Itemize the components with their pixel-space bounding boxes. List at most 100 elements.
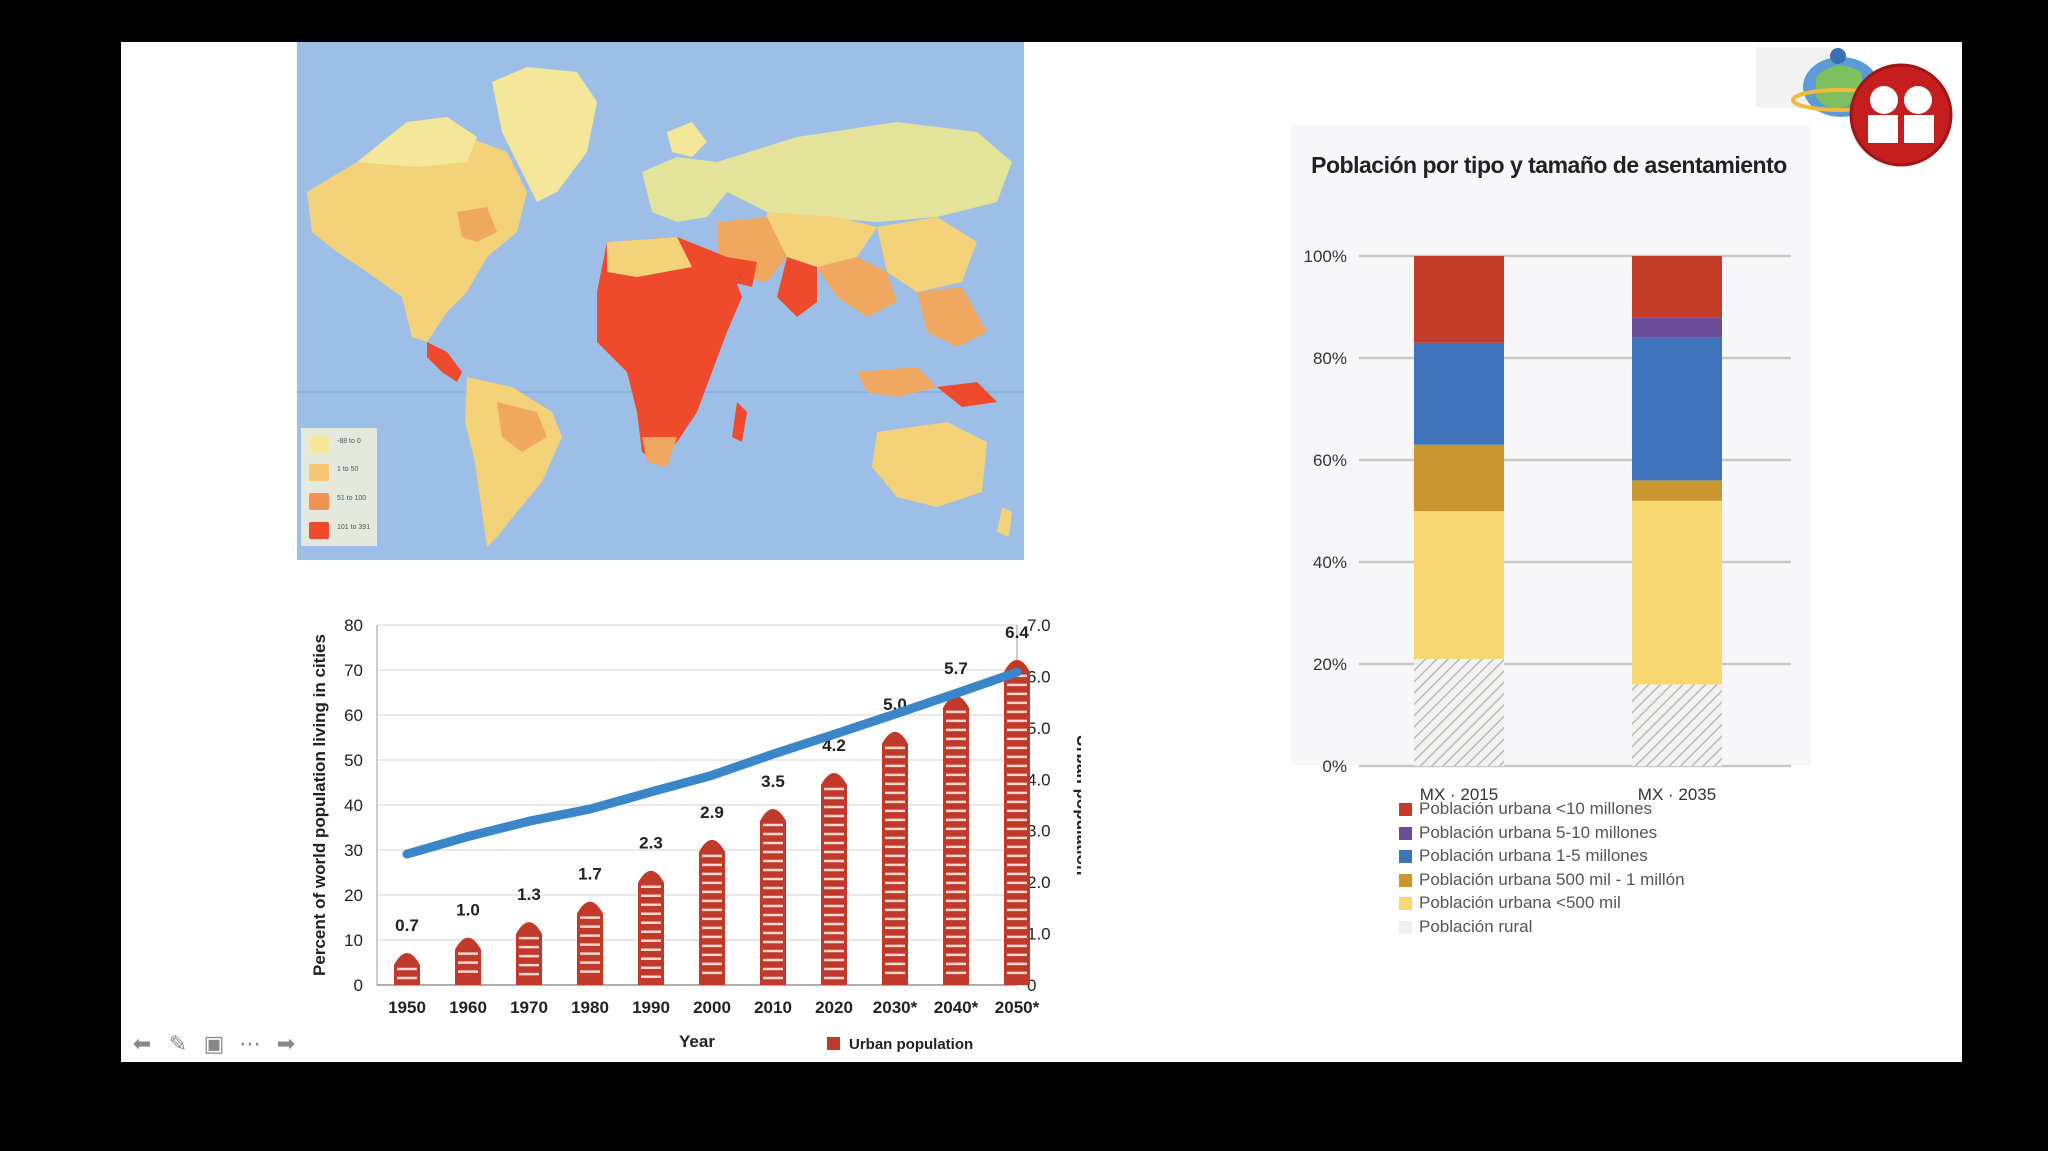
x-tick-label: 1980: [571, 998, 609, 1017]
legend-swatch: [1399, 850, 1412, 863]
stacked-bar-segment: [1414, 444, 1504, 511]
world-map: -88 to 0 1 to 50 51 to 100 101 to 391: [297, 42, 1024, 560]
y-axis-title: Percent of world population living in ci…: [310, 634, 329, 976]
y-tick-label: 0: [354, 976, 363, 995]
arrow-left-icon[interactable]: ⬅: [132, 1031, 152, 1056]
pen-icon[interactable]: ✎: [168, 1031, 188, 1056]
map-legend-swatch: [309, 493, 329, 510]
y2-tick-label: 4.0: [1027, 770, 1051, 789]
y-tick-label: 10: [344, 931, 363, 950]
urban-population-bar: [455, 937, 481, 985]
stacked-bar-segment: [1632, 337, 1722, 481]
x-tick-label: 1950: [388, 998, 426, 1017]
map-legend-item: -88 to 0: [309, 433, 375, 455]
bar-body: [577, 901, 603, 985]
map-legend-swatch: [309, 436, 329, 453]
y-tick-label: 80: [344, 616, 363, 635]
y2-tick-label: 7.0: [1027, 616, 1051, 635]
map-legend-item: 101 to 391: [309, 519, 375, 541]
y-tick-label: 40: [344, 796, 363, 815]
y-tick-label: 40%: [1313, 553, 1347, 572]
percent-urban-line: [402, 667, 1022, 859]
bar-value-label: 6.4: [1005, 623, 1029, 642]
bar-body: [455, 937, 481, 985]
urban-population-bar: [577, 901, 603, 985]
x-tick-label: 2050*: [995, 998, 1040, 1017]
bar-body: [516, 922, 542, 985]
red-emblem-icon: [1849, 63, 1953, 167]
legend-swatch: [1399, 873, 1412, 887]
map-legend-label: -88 to 0: [337, 438, 361, 445]
urban-population-bar: [882, 731, 908, 985]
x-tick-label: 2030*: [873, 998, 918, 1017]
y-tick-label: 20: [344, 886, 363, 905]
y2-axis-title: Urban population: [1073, 735, 1081, 876]
legend-label: Población urbana <10 millones: [1419, 799, 1652, 818]
stacked-bar-segment: [1414, 342, 1504, 445]
bar-value-label: 5.7: [944, 659, 968, 678]
stacked-bar-segment: [1632, 500, 1722, 685]
urban-population-bar: [760, 809, 786, 985]
urban-population-bar: [516, 922, 542, 985]
bar-body: [943, 695, 969, 985]
legend-label: Población urbana 5-10 millones: [1419, 822, 1658, 842]
more-options-icon[interactable]: ⋯: [239, 1031, 261, 1056]
legend-swatch: [1399, 897, 1412, 910]
map-legend-swatch: [309, 464, 329, 481]
bar-value-label: 1.7: [578, 865, 602, 884]
bar-body: [699, 839, 725, 985]
chart-panel-background: [1291, 125, 1811, 765]
bar-value-label: 2.9: [700, 803, 724, 822]
urban-population-bar: [699, 839, 725, 985]
y-tick-label: 30: [344, 841, 363, 860]
corner-logos: [1746, 42, 1953, 167]
legend-label: Población urbana <500 mil: [1419, 893, 1621, 912]
legend-label: Población urbana 500 mil - 1 millón: [1419, 869, 1685, 889]
legend-label: Población rural: [1419, 916, 1533, 936]
y-tick-label: 50: [344, 751, 363, 770]
legend-label: Urban population: [849, 1036, 973, 1053]
urban-population-bar: [821, 773, 847, 985]
legend-label: Población urbana 1-5 millones: [1419, 846, 1648, 865]
y-tick-label: 0%: [1322, 757, 1347, 776]
y2-tick-label: 6.0: [1027, 667, 1051, 686]
world-map-drawing: [297, 42, 1024, 560]
y2-tick-label: 1.0: [1027, 925, 1051, 944]
y-tick-label: 20%: [1313, 655, 1347, 674]
legend-swatch: [1399, 920, 1412, 934]
x-tick-label: 2000: [693, 998, 731, 1017]
y2-tick-label: 3.0: [1027, 822, 1051, 841]
urban-population-bar: [394, 953, 420, 985]
urban-population-bar: [1004, 659, 1030, 985]
slide-grid-icon[interactable]: ▣: [203, 1031, 225, 1056]
x-tick-label: 1960: [449, 998, 487, 1017]
bar-value-label: 3.5: [761, 772, 785, 791]
legend-swatch: [1399, 826, 1412, 840]
y-tick-label: 60: [344, 706, 363, 725]
y2-tick-label: 5.0: [1027, 719, 1051, 738]
map-legend-item: 1 to 50: [309, 461, 375, 483]
legend-swatch: [1399, 803, 1412, 816]
y-tick-label: 80%: [1313, 349, 1347, 368]
chart-title: Población por tipo y tamaño de asentamie…: [1311, 152, 1787, 178]
presentation-slide: -88 to 0 1 to 50 51 to 100 101 to 391 0 1…: [121, 42, 1962, 1062]
bar-value-label: 1.0: [456, 901, 480, 920]
map-legend-label: 1 to 50: [337, 466, 359, 473]
settlement-type-chart: Población por tipo y tamaño de asentamie…: [1291, 125, 1811, 804]
arrow-right-icon[interactable]: ➡: [276, 1031, 296, 1056]
map-legend-item: 51 to 100: [309, 490, 375, 512]
urban-population-bar: [943, 695, 969, 985]
urban-population-chart: 0 10 20 30 40 50 60 70 80 0 1.0 2.0 3.0 4.0 5.0 6.0 7.0 0…: [310, 616, 1081, 1053]
stacked-bar-segment: [1414, 256, 1504, 343]
bar-value-label: 0.7: [395, 916, 419, 935]
x-axis-title: Year: [679, 1032, 715, 1051]
bar-value-label: 1.3: [517, 885, 541, 904]
stacked-bar-segment: [1632, 256, 1722, 318]
x-tick-label: MX · 2015: [1420, 785, 1498, 804]
x-tick-label: 2020: [815, 998, 853, 1017]
urban-population-bar: [638, 870, 664, 985]
y-tick-label: 70: [344, 661, 363, 680]
stacked-bar-segment: [1632, 480, 1722, 501]
bar-body: [638, 870, 664, 985]
map-legend-label: 51 to 100: [337, 495, 367, 502]
